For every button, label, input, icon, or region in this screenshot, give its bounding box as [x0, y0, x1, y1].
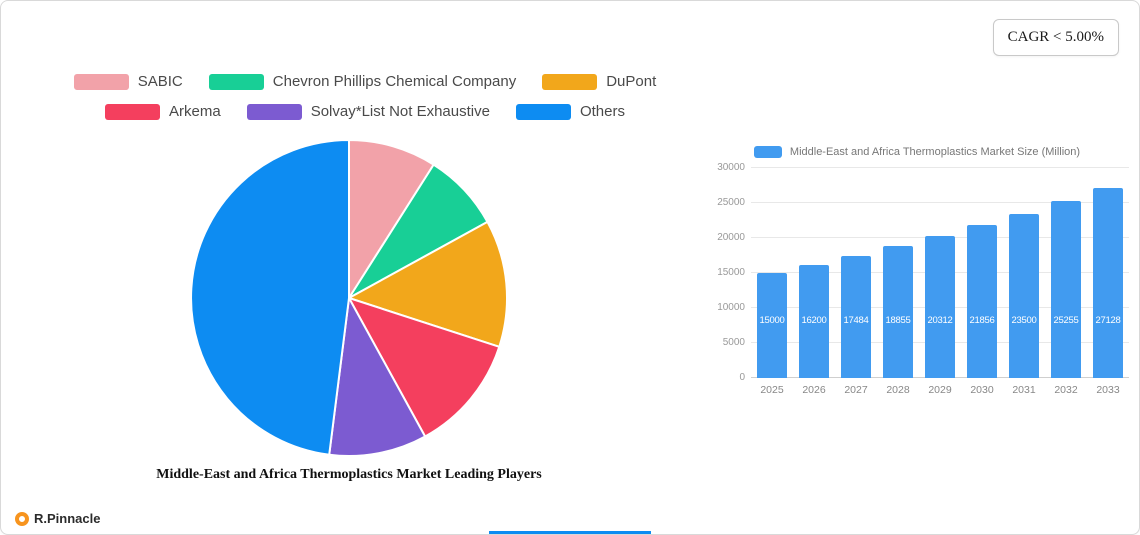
bar-2028[interactable]: [883, 246, 913, 378]
legend-label: Chevron Phillips Chemical Company: [272, 73, 517, 90]
pie-slice-solvay-list-not-exhaustive[interactable]: [328, 297, 427, 457]
legend-label: Solvay*List Not Exhaustive: [310, 103, 490, 120]
legend-swatch-icon: [73, 73, 129, 90]
legend-item-arkema[interactable]: Arkema: [105, 103, 221, 120]
pie-slice-arkema[interactable]: [348, 297, 501, 438]
x-axis-label: 2032: [1054, 384, 1078, 396]
x-axis-label: 2027: [844, 384, 868, 396]
y-axis-label: 15000: [717, 267, 745, 278]
legend-label: DuPont: [606, 73, 657, 90]
bar-legend[interactable]: Middle-East and Africa Thermoplastics Ma…: [701, 146, 1133, 158]
legend-swatch-icon: [246, 103, 302, 120]
x-axis-label: 2028: [886, 384, 910, 396]
brand-name: R.Pinnacle: [34, 511, 101, 526]
pinnacle-logo-icon: [15, 511, 29, 526]
x-axis-label: 2033: [1096, 384, 1120, 396]
pie-slice-dupont[interactable]: [348, 220, 509, 348]
bar-2033[interactable]: [1093, 188, 1123, 378]
bar-2025[interactable]: [757, 273, 787, 378]
y-axis-label: 20000: [717, 232, 745, 243]
legend-item-chevron-phillips-chemical-company[interactable]: Chevron Phillips Chemical Company: [208, 73, 517, 90]
pie-legend: SABIC Chevron Phillips Chemical Company Du…: [49, 73, 681, 120]
bar-plot-area: 0 5000 10000 15000 20000 25000 30000 15000 2025 1…: [717, 162, 1129, 396]
pie-chart-title: Middle-East and Africa Thermoplastics Ma…: [156, 467, 542, 482]
y-axis-label: 5000: [722, 337, 745, 348]
legend-item-dupont[interactable]: DuPont: [542, 73, 656, 90]
x-axis-label: 2030: [970, 384, 994, 396]
legend-item-others[interactable]: Others: [515, 103, 625, 120]
y-axis-label: 25000: [717, 197, 745, 208]
footer-logo: R.Pinnacle: [15, 511, 100, 526]
bar-legend-swatch-icon: [753, 146, 782, 158]
cagr-badge: CAGR < 5.00%: [992, 19, 1119, 56]
legend-swatch-icon: [105, 103, 161, 120]
legend-item-sabic[interactable]: SABIC: [73, 73, 183, 90]
legend-swatch-icon: [208, 73, 264, 90]
y-axis-label: 10000: [717, 302, 745, 313]
pie-slice-sabic[interactable]: [348, 139, 435, 299]
bar-2031[interactable]: [1009, 213, 1039, 378]
y-axis-label: 0: [739, 372, 745, 383]
legend-swatch-icon: [542, 73, 598, 90]
gridline: [751, 202, 1129, 203]
bottom-blue-strip: [489, 531, 651, 534]
legend-item-solvay-list-not-exhaustive[interactable]: Solvay*List Not Exhaustive: [246, 103, 490, 120]
x-axis-label: 2031: [1012, 384, 1036, 396]
legend-label: SABIC: [137, 73, 183, 90]
legend-label: Others: [579, 103, 625, 120]
legend-label: Arkema: [169, 103, 221, 120]
legend-swatch-icon: [515, 103, 571, 120]
bar-2032[interactable]: [1051, 201, 1081, 378]
x-axis-label: 2025: [760, 384, 784, 396]
pie-chart: [187, 136, 511, 460]
pie-svg: [190, 139, 509, 457]
bar-legend-label: Middle-East and Africa Thermoplastics Ma…: [789, 146, 1081, 158]
bar-2027[interactable]: [841, 255, 871, 378]
x-axis-label: 2026: [802, 384, 826, 396]
x-axis-label: 2029: [928, 384, 952, 396]
y-axis-label: 30000: [717, 162, 745, 173]
bar-2026[interactable]: [799, 264, 829, 378]
bar-2030[interactable]: [967, 225, 997, 378]
bar-2029[interactable]: [925, 235, 955, 378]
gridline: [751, 167, 1129, 168]
bar-chart-section: Middle-East and Africa Thermoplastics Ma…: [701, 146, 1133, 396]
pie-slice-others[interactable]: [190, 139, 350, 456]
